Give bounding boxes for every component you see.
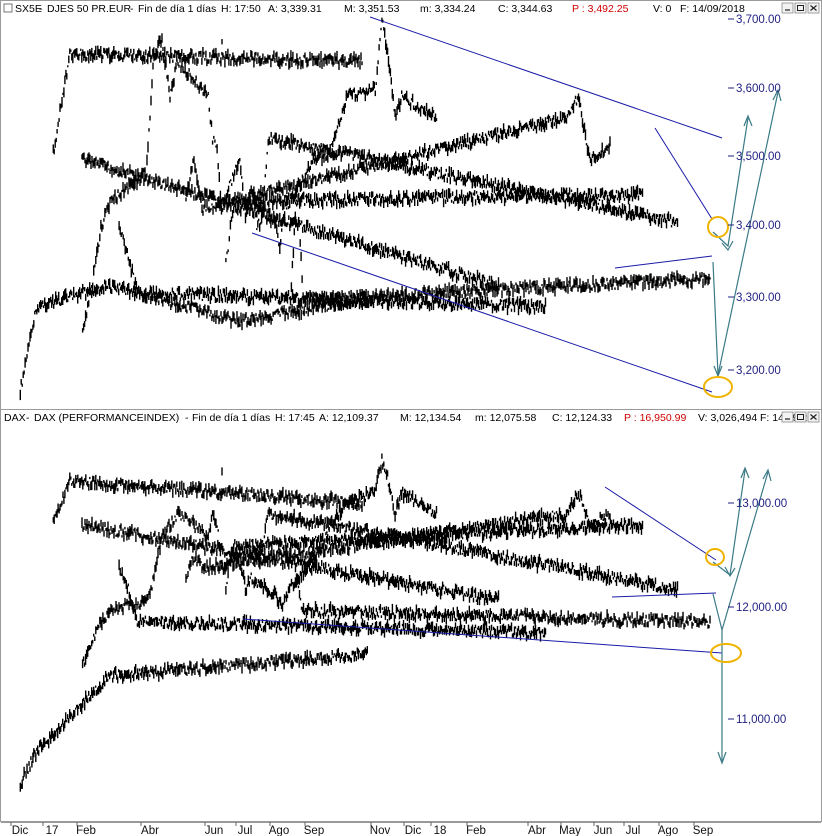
- header-dash: -: [185, 412, 189, 424]
- header-p: P : 3,492.25: [572, 3, 629, 15]
- panel-top-window-buttons: [781, 2, 820, 14]
- header-m: M: 3,351.53: [344, 3, 400, 15]
- panel-bottom-header: DAX - DAX (PERFORMANCEINDEX) - Fin de dí…: [4, 412, 813, 424]
- header-min: m: 12,075.58: [475, 412, 536, 424]
- header-c: C: 12,124.33: [552, 412, 612, 424]
- header-symbol: DAX: [4, 412, 26, 424]
- header-period: Fin de día 1 días: [192, 412, 270, 424]
- header-period: Fin de día 1 días: [138, 3, 216, 15]
- panel-top-frame: [0, 0, 822, 410]
- header-name: DAX (PERFORMANCEINDEX): [34, 412, 179, 424]
- header-m: M: 12,134.54: [400, 412, 461, 424]
- close-button[interactable]: [807, 411, 820, 423]
- header-dash: -: [130, 3, 134, 15]
- header-min: m: 3,334.24: [420, 3, 476, 15]
- header-a: A: 3,339.31: [268, 3, 322, 15]
- header-c: C: 3,344.63: [498, 3, 552, 15]
- header-a: A: 12,109.37: [319, 412, 379, 424]
- panel-bottom-header-bar: [1, 410, 821, 425]
- panel-bottom-window-buttons: [781, 411, 820, 423]
- header-dash: -: [39, 3, 43, 15]
- header-dash: -: [26, 412, 30, 424]
- header-v: V: 3,026,494: [698, 412, 757, 424]
- maximize-icon: [797, 414, 804, 420]
- price-series-dax: [19, 453, 711, 792]
- panel-top-header-bar: [1, 1, 821, 16]
- price-series-sx5e: [19, 17, 711, 401]
- close-icon: [810, 5, 817, 11]
- header-f: F: 14/09/2018: [680, 3, 745, 15]
- maximize-icon: [797, 5, 804, 11]
- maximize-button[interactable]: [794, 411, 807, 423]
- header-v: V: 0: [653, 3, 671, 15]
- maximize-button[interactable]: [794, 2, 807, 14]
- minimize-button[interactable]: [781, 411, 794, 423]
- header-h: H: 17:50: [221, 3, 261, 15]
- header-p: P : 16,950.99: [624, 412, 686, 424]
- close-button[interactable]: [807, 2, 820, 14]
- header-h: H: 17:45: [275, 412, 315, 424]
- panel-menu-icon[interactable]: [3, 3, 13, 13]
- minimize-button[interactable]: [781, 2, 794, 14]
- panel-top-header: SX5E - DJES 50 PR.EUR - Fin de día 1 día…: [3, 3, 745, 15]
- header-symbol: SX5E: [15, 3, 42, 15]
- close-icon: [810, 414, 817, 420]
- header-name: DJES 50 PR.EUR: [47, 3, 131, 15]
